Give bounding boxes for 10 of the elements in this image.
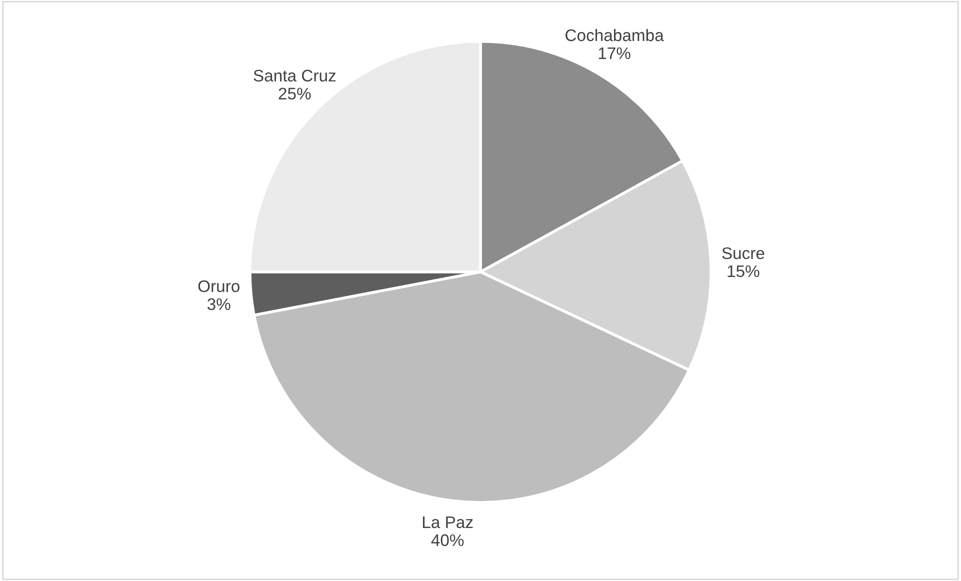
data-label: 40%: [431, 534, 464, 546]
slice-label: Santa Cruz: [254, 70, 336, 82]
slice-label: La Paz: [422, 516, 473, 528]
slice-label: Cochabamba: [566, 28, 664, 42]
data-label: 17%: [598, 47, 630, 60]
slice-label: Oruro: [198, 280, 240, 292]
data-label: 25%: [278, 88, 311, 100]
data-label: 15%: [728, 265, 760, 278]
data-label: 3%: [207, 298, 230, 310]
slice-label: Sucre: [722, 247, 764, 260]
